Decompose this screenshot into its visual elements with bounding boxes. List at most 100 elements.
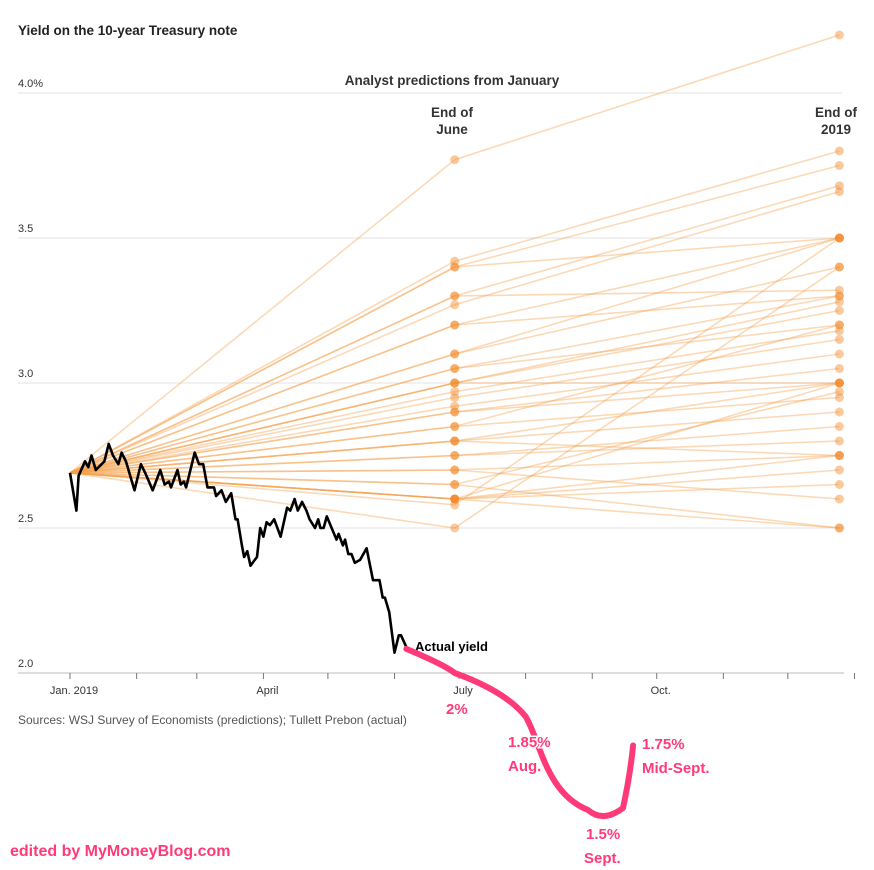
- y-tick-label: 3.5: [18, 223, 33, 235]
- prediction-dot-end: [834, 523, 844, 533]
- actual-yield-label: Actual yield: [415, 639, 488, 654]
- prediction-dot-end: [834, 291, 844, 301]
- prediction-dot-end: [834, 233, 844, 243]
- annotation-sept-value: 1.5%: [586, 826, 620, 843]
- prediction-dot-june: [450, 378, 460, 388]
- prediction-dot-end: [834, 364, 844, 373]
- prediction-dot-end: [834, 393, 844, 402]
- prediction-dot-end: [834, 349, 844, 359]
- prediction-dot-june: [450, 393, 460, 402]
- annotation-aug: Aug.: [508, 758, 541, 775]
- x-tick-label: Jan. 2019: [50, 685, 98, 697]
- prediction-line: [69, 454, 840, 500]
- prediction-dot-end: [834, 436, 844, 446]
- prediction-dot-june: [450, 291, 460, 301]
- prediction-dot-end: [834, 233, 844, 243]
- prediction-dot-june: [450, 320, 460, 330]
- prediction-line: [69, 266, 840, 529]
- prediction-line: [69, 440, 840, 474]
- prediction-dot-june: [450, 523, 460, 533]
- prediction-line: [69, 324, 840, 474]
- prediction-dot-end: [834, 30, 844, 40]
- prediction-line: [69, 472, 840, 529]
- prediction-dot-june: [450, 436, 460, 446]
- prediction-dot-june: [450, 256, 460, 266]
- annotation-aug-value: 1.85%: [508, 734, 551, 751]
- prediction-dot-end: [834, 494, 844, 504]
- prediction-dot-june: [450, 364, 460, 373]
- prediction-line: [69, 237, 840, 474]
- prediction-dot-june: [450, 349, 460, 359]
- prediction-line: [69, 164, 840, 474]
- y-tick-label: 3.0: [18, 368, 33, 380]
- prediction-dot-june: [450, 494, 460, 504]
- prediction-line: [69, 237, 840, 474]
- prediction-dot-end: [834, 422, 844, 431]
- prediction-line: [69, 472, 840, 529]
- prediction-dot-end: [834, 387, 844, 397]
- prediction-line: [69, 237, 840, 474]
- x-tick-label: April: [256, 685, 278, 697]
- prediction-dot-end: [834, 233, 844, 243]
- prediction-dot-june: [450, 436, 460, 446]
- annotation-path: [403, 645, 637, 819]
- prediction-line: [69, 295, 840, 474]
- prediction-dot-june: [450, 407, 460, 417]
- prediction-dot-end: [834, 378, 844, 388]
- prediction-line: [69, 382, 840, 474]
- prediction-dot-end: [834, 378, 844, 388]
- prediction-dot-end: [834, 320, 844, 330]
- prediction-dot-end: [834, 523, 844, 533]
- prediction-dot-june: [450, 480, 460, 489]
- prediction-line: [69, 190, 840, 474]
- prediction-dot-june: [450, 378, 460, 388]
- prediction-line: [69, 469, 840, 500]
- june-header-line1: End of: [431, 105, 473, 120]
- x-tick-label: Oct.: [651, 685, 671, 697]
- prediction-line: [69, 185, 840, 474]
- prediction-dot-june: [450, 494, 460, 504]
- prediction-dot-end: [834, 378, 844, 388]
- prediction-line: [69, 353, 840, 474]
- prediction-dot-june: [450, 407, 460, 417]
- prediction-dot-end: [834, 297, 844, 307]
- prediction-dot-june: [450, 387, 460, 397]
- prediction-line: [69, 237, 840, 506]
- prediction-dot-june: [450, 494, 460, 504]
- prediction-dot-june: [450, 291, 460, 301]
- prediction-dot-june: [450, 422, 460, 431]
- prediction-dot-june: [450, 300, 460, 310]
- prediction-dot-june: [450, 451, 460, 460]
- prediction-dot-june: [450, 494, 460, 504]
- prediction-line: [69, 266, 840, 474]
- prediction-dot-end: [834, 378, 844, 388]
- prediction-dot-end: [834, 187, 844, 197]
- prediction-line: [69, 324, 840, 474]
- end-header-line2: 2019: [821, 122, 851, 137]
- prediction-dot-june: [450, 262, 460, 272]
- prediction-dot-end: [834, 306, 844, 315]
- prediction-line: [69, 295, 840, 474]
- prediction-line: [69, 382, 840, 474]
- prediction-dot-june: [450, 155, 460, 165]
- watermark: edited by MyMoneyBlog.com: [10, 843, 230, 860]
- prediction-dot-end: [834, 161, 844, 170]
- prediction-dot-june: [450, 401, 460, 411]
- y-axis-labels: 4.0% 3.5 3.0 2.5 2.0: [18, 78, 43, 670]
- prediction-dot-june: [450, 349, 460, 359]
- end-header-line1: End of: [815, 105, 857, 120]
- actual-yield-line: [68, 442, 408, 654]
- prediction-line: [69, 289, 840, 474]
- x-tick-label: July: [453, 685, 473, 697]
- prediction-line: [69, 382, 840, 500]
- prediction-dot-june: [450, 320, 460, 330]
- y-tick-label: 2.0: [18, 658, 33, 670]
- prediction-dot-end: [834, 320, 844, 330]
- prediction-dot-end: [834, 262, 844, 272]
- prediction-line: [69, 330, 840, 474]
- prediction-line: [69, 34, 840, 474]
- prediction-line: [69, 338, 840, 474]
- prediction-line: [69, 472, 840, 500]
- prediction-dot-june: [450, 436, 460, 446]
